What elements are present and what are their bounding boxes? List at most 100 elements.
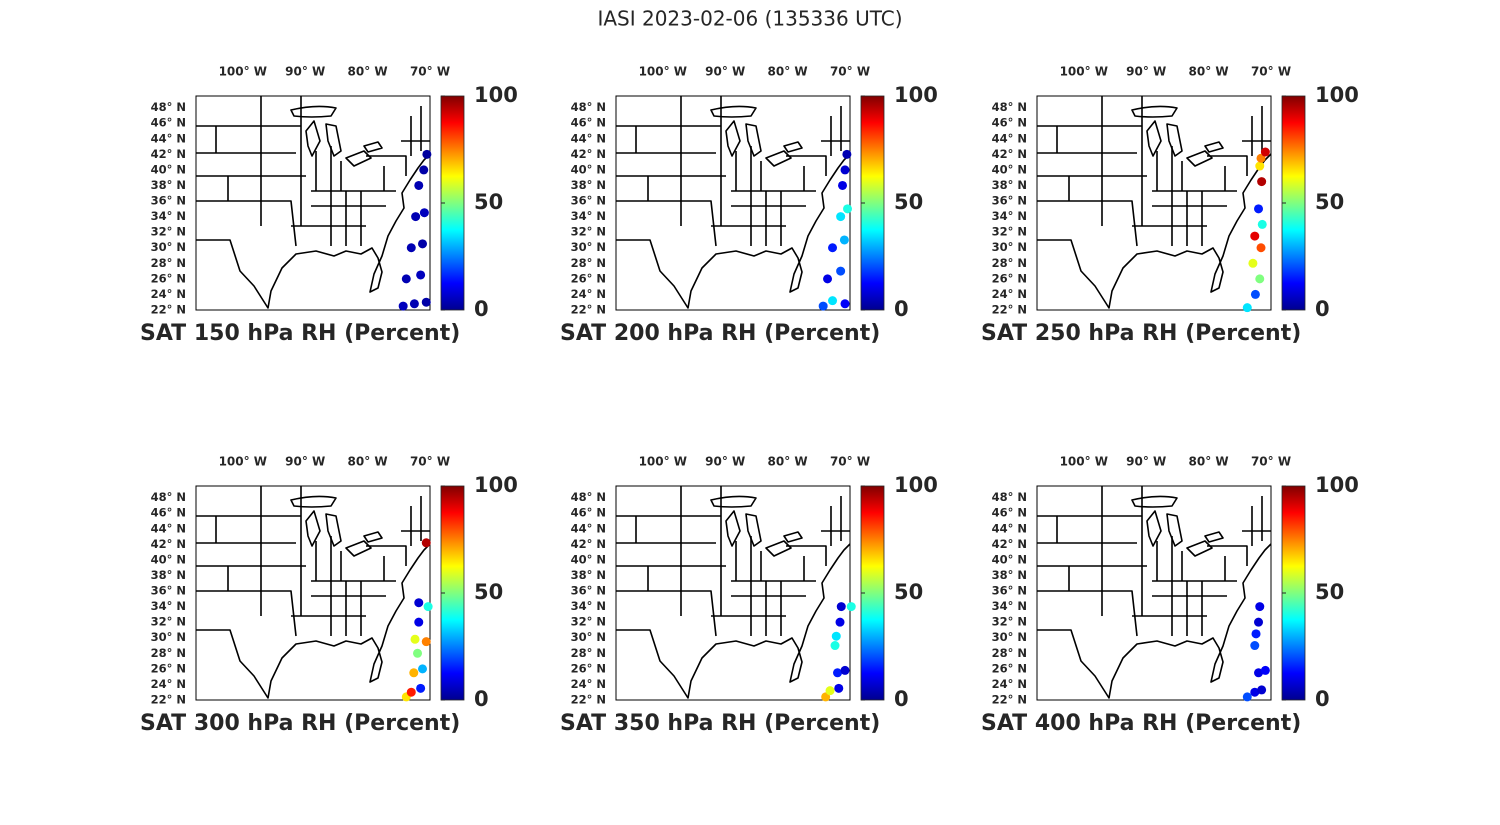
- points: [398, 149, 432, 311]
- lon-tick-label: 70° W: [1251, 65, 1291, 79]
- lat-tick-label: 34° N: [992, 209, 1027, 223]
- lat-tick-label: 42° N: [151, 537, 186, 551]
- colorbar-tick-label: 0: [1315, 297, 1330, 321]
- lat-tick-label: 30° N: [151, 240, 186, 254]
- lat-tick-label: 26° N: [571, 661, 606, 675]
- points: [818, 149, 853, 311]
- lat-tick-label: 48° N: [151, 100, 186, 114]
- observation-point: [1254, 617, 1264, 627]
- map-frame: [615, 485, 851, 701]
- observation-point: [818, 301, 828, 311]
- panel-title: SAT 350 hPa RH (Percent): [560, 711, 880, 736]
- observation-point: [1256, 243, 1266, 253]
- observation-point: [1250, 231, 1260, 241]
- observation-point: [831, 631, 841, 641]
- colorbar-tick-label: 50: [474, 190, 503, 214]
- colorbar-tick-label: 0: [1315, 687, 1330, 711]
- lat-tick-label: 26° N: [151, 271, 186, 285]
- observation-point: [839, 235, 849, 245]
- colorbar-tick-label: 0: [894, 297, 909, 321]
- lat-tick-label: 46° N: [571, 116, 606, 130]
- lon-tick-label: 90° W: [285, 455, 325, 469]
- panel-title: SAT 400 hPa RH (Percent): [981, 711, 1301, 736]
- lat-tick-label: 40° N: [151, 552, 186, 566]
- lat-tick-label: 28° N: [992, 646, 1027, 660]
- lat-tick-label: 38° N: [151, 568, 186, 582]
- lat-tick-label: 46° N: [571, 506, 606, 520]
- observation-point: [828, 296, 838, 306]
- lon-tick-label: 80° W: [768, 65, 808, 79]
- lat-tick-label: 48° N: [571, 490, 606, 504]
- lat-tick-label: 34° N: [151, 209, 186, 223]
- lat-tick-label: 30° N: [151, 630, 186, 644]
- observation-point: [1256, 153, 1266, 163]
- lat-tick-label: 42° N: [151, 147, 186, 161]
- lat-tick-label: 22° N: [571, 303, 606, 317]
- observation-point: [413, 648, 423, 658]
- lat-tick-label: 26° N: [992, 271, 1027, 285]
- lon-tick-label: 90° W: [1126, 455, 1166, 469]
- lon-tick-label: 100° W: [639, 65, 687, 79]
- observation-point: [422, 149, 432, 159]
- lat-tick-label: 42° N: [571, 147, 606, 161]
- observation-point: [419, 208, 429, 218]
- lat-tick-label: 46° N: [151, 116, 186, 130]
- colorbar-tick-label: 0: [474, 687, 489, 711]
- lat-tick-label: 44° N: [992, 131, 1027, 145]
- lat-tick-label: 48° N: [571, 100, 606, 114]
- colorbar-tick-label: 0: [474, 297, 489, 321]
- lat-tick-label: 24° N: [151, 677, 186, 691]
- lat-tick-label: 24° N: [151, 287, 186, 301]
- observation-point: [406, 243, 416, 253]
- observation-point: [419, 165, 429, 175]
- lat-tick-label: 40° N: [992, 162, 1027, 176]
- lat-tick-label: 40° N: [992, 552, 1027, 566]
- colorbar-tick-label: 100: [474, 83, 518, 107]
- observation-point: [411, 212, 421, 222]
- observation-point: [836, 266, 846, 276]
- lon-tick-label: 70° W: [830, 455, 870, 469]
- map-frame: [1036, 95, 1272, 311]
- observation-point: [1255, 602, 1265, 612]
- lat-tick-label: 44° N: [992, 521, 1027, 535]
- lat-tick-label: 38° N: [571, 568, 606, 582]
- observation-point: [1248, 258, 1258, 268]
- observation-point: [1251, 629, 1261, 639]
- lon-tick-label: 100° W: [639, 455, 687, 469]
- lat-tick-label: 42° N: [992, 537, 1027, 551]
- map-frame: [615, 95, 851, 311]
- lon-tick-label: 100° W: [219, 65, 267, 79]
- observation-point: [1250, 687, 1260, 697]
- lat-tick-label: 22° N: [992, 303, 1027, 317]
- points: [1242, 602, 1270, 702]
- observation-point: [840, 165, 850, 175]
- lat-tick-label: 40° N: [151, 162, 186, 176]
- lat-tick-label: 30° N: [992, 240, 1027, 254]
- lat-tick-label: 34° N: [571, 599, 606, 613]
- lat-tick-label: 28° N: [151, 256, 186, 270]
- observation-point: [1257, 177, 1267, 187]
- lat-tick-label: 24° N: [992, 677, 1027, 691]
- observation-point: [414, 617, 424, 627]
- lon-tick-label: 90° W: [705, 455, 745, 469]
- lat-tick-label: 36° N: [571, 584, 606, 598]
- lat-tick-label: 48° N: [992, 100, 1027, 114]
- lat-tick-label: 38° N: [992, 568, 1027, 582]
- panel-title: SAT 200 hPa RH (Percent): [560, 321, 880, 346]
- observation-point: [398, 301, 408, 311]
- lat-tick-label: 46° N: [151, 506, 186, 520]
- colorbar-tick-label: 50: [894, 190, 923, 214]
- lat-tick-label: 32° N: [571, 225, 606, 239]
- observation-point: [830, 641, 840, 651]
- lat-tick-label: 34° N: [151, 599, 186, 613]
- observation-point: [821, 692, 831, 702]
- lat-tick-label: 42° N: [571, 537, 606, 551]
- observation-point: [840, 299, 850, 309]
- colorbar-tick-label: 100: [894, 83, 938, 107]
- observation-point: [1257, 685, 1267, 695]
- observation-point: [838, 180, 848, 190]
- lon-tick-label: 100° W: [219, 455, 267, 469]
- observation-point: [1260, 147, 1270, 157]
- lon-tick-label: 70° W: [410, 455, 450, 469]
